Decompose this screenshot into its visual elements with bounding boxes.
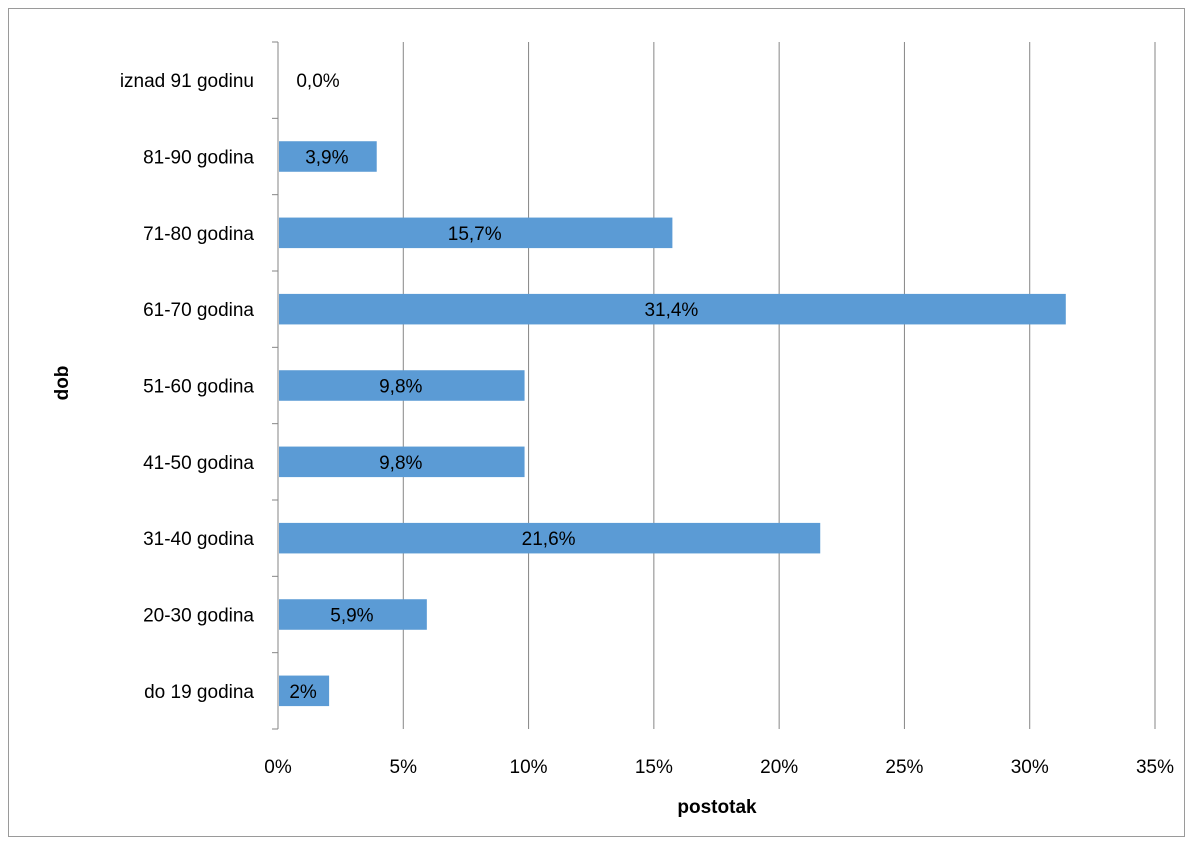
- bar: [279, 293, 1066, 325]
- x-tick-label: 20%: [760, 757, 798, 778]
- chart-frame: [8, 8, 1185, 837]
- bar: [279, 675, 330, 707]
- x-tick-label: 10%: [510, 757, 548, 778]
- data-label: 15,7%: [448, 224, 502, 245]
- data-label: 9,8%: [379, 453, 422, 474]
- x-tick-label: 30%: [1011, 757, 1049, 778]
- data-label: 31,4%: [644, 300, 698, 321]
- data-label: 3,9%: [305, 148, 348, 169]
- data-label: 9,8%: [379, 377, 422, 398]
- data-label: 21,6%: [522, 529, 576, 550]
- category-label: 61-70 godina: [143, 300, 254, 321]
- category-label: 51-60 godina: [143, 377, 254, 398]
- bar: [279, 141, 377, 172]
- category-label: 71-80 godina: [143, 224, 254, 245]
- bar: [279, 370, 525, 401]
- x-axis-title: postotak: [677, 797, 757, 818]
- x-tick-label: 0%: [264, 757, 292, 778]
- category-label: 81-90 godina: [143, 148, 254, 169]
- data-label: 0,0%: [296, 71, 339, 92]
- x-tick-label: 5%: [390, 757, 418, 778]
- bar: [279, 217, 673, 249]
- category-label: 20-30 godina: [143, 606, 254, 627]
- bar: [279, 599, 427, 630]
- x-tick-label: 25%: [885, 757, 923, 778]
- x-tick-labels: 0% 5% 10% 15% 20% 25% 30% 35%: [264, 757, 1174, 778]
- x-tick-label: 15%: [635, 757, 673, 778]
- data-label: 2%: [289, 682, 317, 703]
- bar: [279, 522, 821, 554]
- y-axis: [272, 41, 279, 730]
- bars: [279, 141, 1066, 707]
- bar: [279, 446, 525, 478]
- category-label: 41-50 godina: [143, 453, 254, 474]
- category-label: iznad 91 godinu: [120, 71, 254, 92]
- category-label: do 19 godina: [144, 682, 254, 703]
- data-labels: 2% 5,9% 21,6% 9,8% 9,8% 31,4% 15,7% 3,9% 0,0%: [289, 71, 698, 703]
- category-label: 31-40 godina: [143, 529, 254, 550]
- x-tick-label: 35%: [1136, 757, 1174, 778]
- data-label: 5,9%: [330, 606, 373, 627]
- category-labels: do 19 godina 20-30 godina 31-40 godina 41-5…: [120, 71, 255, 703]
- y-axis-title: dob: [52, 366, 73, 401]
